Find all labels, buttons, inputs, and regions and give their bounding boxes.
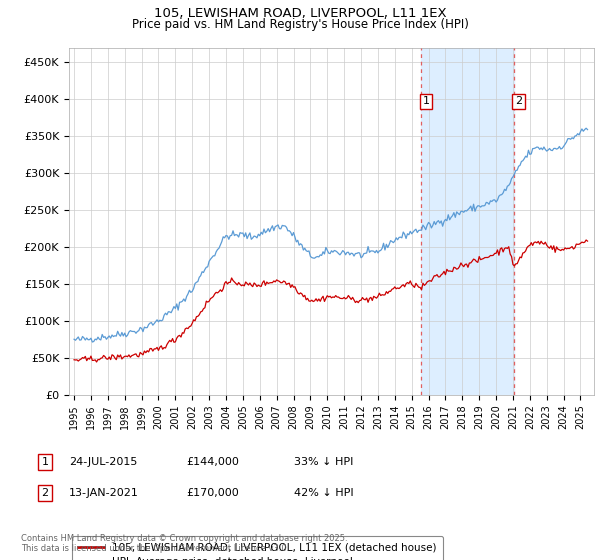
Text: 24-JUL-2015: 24-JUL-2015: [69, 457, 137, 467]
Text: 1: 1: [41, 457, 49, 467]
Bar: [421, 48, 514, 395]
Text: Contains HM Land Registry data © Crown copyright and database right 2025.
This d: Contains HM Land Registry data © Crown c…: [21, 534, 347, 553]
Text: 42% ↓ HPI: 42% ↓ HPI: [294, 488, 353, 498]
Text: Price paid vs. HM Land Registry's House Price Index (HPI): Price paid vs. HM Land Registry's House …: [131, 18, 469, 31]
Text: 13-JAN-2021: 13-JAN-2021: [69, 488, 139, 498]
Text: £170,000: £170,000: [186, 488, 239, 498]
Text: 2: 2: [41, 488, 49, 498]
Text: 2: 2: [515, 96, 522, 106]
Text: £144,000: £144,000: [186, 457, 239, 467]
Legend: 105, LEWISHAM ROAD, LIVERPOOL, L11 1EX (detached house), HPI: Average price, det: 105, LEWISHAM ROAD, LIVERPOOL, L11 1EX (…: [71, 536, 443, 560]
Text: 33% ↓ HPI: 33% ↓ HPI: [294, 457, 353, 467]
Text: 105, LEWISHAM ROAD, LIVERPOOL, L11 1EX: 105, LEWISHAM ROAD, LIVERPOOL, L11 1EX: [154, 7, 446, 20]
Text: 1: 1: [423, 96, 430, 106]
